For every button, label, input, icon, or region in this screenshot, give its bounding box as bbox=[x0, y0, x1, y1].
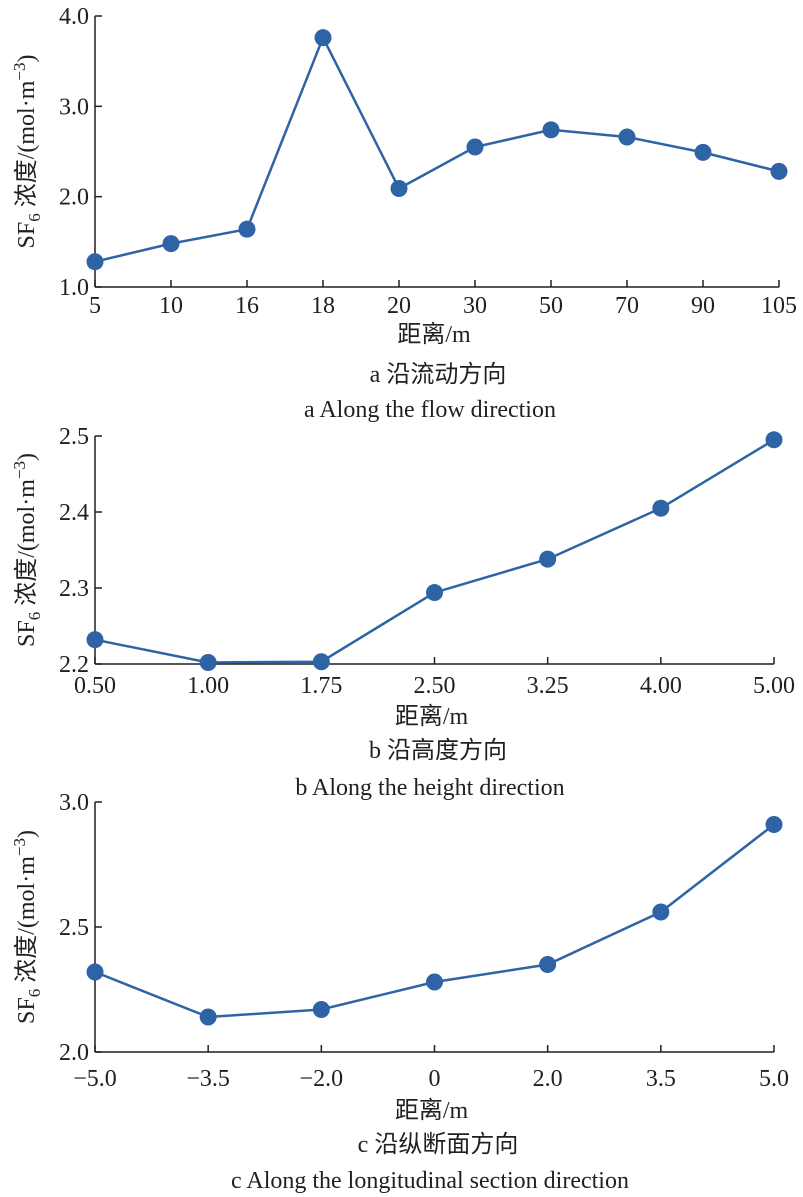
y-tick-label: 1.0 bbox=[59, 275, 89, 301]
y-tick-label: 4.0 bbox=[59, 4, 89, 30]
y-axis-title: SF6 浓度/(mol·m−3) bbox=[10, 55, 44, 249]
x-tick-label: 2.50 bbox=[414, 673, 456, 699]
caption-chinese: b 沿高度方向 bbox=[369, 737, 507, 764]
x-tick-label: 0 bbox=[429, 1066, 441, 1092]
data-point bbox=[539, 550, 557, 568]
x-tick-label: 90 bbox=[691, 293, 715, 319]
data-point bbox=[426, 584, 443, 602]
x-tick-label: −2.0 bbox=[300, 1066, 344, 1092]
y-tick-label: 2.5 bbox=[59, 424, 89, 450]
x-tick-label: 50 bbox=[539, 293, 563, 319]
data-point bbox=[314, 29, 332, 47]
caption-chinese: c 沿纵断面方向 bbox=[358, 1131, 519, 1158]
data-point bbox=[765, 431, 783, 449]
x-tick-label: 20 bbox=[387, 293, 411, 319]
panel-b-chart: 2.2 2.3 2.4 2.5 0.50 1.00 1.75 2.50 3.25 4.00 5.00… bbox=[10, 424, 795, 801]
panel-a-chart: 1.0 2.0 3.0 4.0 5 10 16 18 20 30 50 70 90 105 距离/m SF6 … bbox=[10, 4, 797, 423]
x-tick-label: −3.5 bbox=[186, 1066, 230, 1092]
x-tick-label: 105 bbox=[761, 293, 797, 319]
x-tick-label: 1.75 bbox=[300, 673, 342, 699]
data-point bbox=[199, 653, 217, 671]
series-line bbox=[94, 34, 780, 263]
y-tick-label: 2.3 bbox=[59, 576, 89, 602]
x-tick-label: 3.25 bbox=[527, 673, 569, 699]
x-axis-title: 距离/m bbox=[395, 1097, 469, 1124]
y-tick-label: 2.4 bbox=[59, 500, 89, 526]
data-point bbox=[652, 903, 670, 921]
x-tick-label: −5.0 bbox=[73, 1066, 117, 1092]
y-tick-label: 2.0 bbox=[59, 1040, 89, 1066]
data-point bbox=[162, 235, 180, 253]
caption-english: b Along the height direction bbox=[295, 775, 564, 801]
data-point bbox=[770, 162, 788, 180]
data-point bbox=[312, 653, 330, 671]
x-tick-label: 2.0 bbox=[533, 1066, 563, 1092]
data-point bbox=[694, 143, 712, 161]
y-tick-label: 2.0 bbox=[59, 185, 89, 211]
x-tick-label: 18 bbox=[311, 293, 335, 319]
x-axis-title: 距离/m bbox=[397, 321, 471, 348]
data-point bbox=[618, 128, 636, 146]
y-tick-label: 3.0 bbox=[59, 94, 89, 120]
data-point bbox=[426, 973, 443, 991]
data-point bbox=[539, 956, 557, 973]
x-tick-label: 3.5 bbox=[646, 1066, 676, 1092]
data-point bbox=[199, 1008, 217, 1026]
y-axis-title: SF6 浓度/(mol·m−3) bbox=[10, 830, 44, 1024]
data-point bbox=[86, 253, 104, 271]
data-point bbox=[86, 963, 104, 981]
y-tick-label: 3.0 bbox=[59, 790, 89, 816]
data-point bbox=[312, 1001, 330, 1018]
caption-english: c Along the longitudinal section directi… bbox=[231, 1168, 629, 1194]
x-tick-label: 70 bbox=[615, 293, 639, 319]
caption-english: a Along the flow direction bbox=[304, 397, 556, 423]
x-tick-label: 1.00 bbox=[187, 673, 229, 699]
y-tick-label: 2.2 bbox=[59, 652, 89, 678]
x-tick-label: 5.0 bbox=[759, 1066, 789, 1092]
data-point bbox=[652, 499, 670, 517]
x-tick-label: 30 bbox=[463, 293, 487, 319]
y-tick-label: 2.5 bbox=[59, 915, 89, 941]
y-axis-title: SF6 浓度/(mol·m−3) bbox=[10, 453, 44, 647]
x-tick-label: 16 bbox=[235, 293, 259, 319]
data-point bbox=[765, 816, 783, 833]
data-point bbox=[238, 220, 256, 238]
caption-chinese: a 沿流动方向 bbox=[370, 361, 507, 388]
data-point bbox=[542, 121, 560, 139]
x-tick-label: 4.00 bbox=[640, 673, 682, 699]
x-tick-label: 5 bbox=[89, 293, 101, 319]
series-line bbox=[94, 438, 775, 664]
x-axis-title: 距离/m bbox=[395, 703, 469, 730]
panel-c-chart: 2.0 2.5 3.0 −5.0 −3.5 −2.0 0 2.0 3.5 5.0 距离/m SF6 浓… bbox=[10, 790, 789, 1194]
data-point bbox=[390, 180, 408, 198]
data-point bbox=[466, 138, 484, 156]
x-tick-label: 10 bbox=[159, 293, 183, 319]
x-tick-label: 0.50 bbox=[74, 673, 116, 699]
data-point bbox=[86, 631, 104, 649]
x-tick-label: 5.00 bbox=[753, 673, 795, 699]
